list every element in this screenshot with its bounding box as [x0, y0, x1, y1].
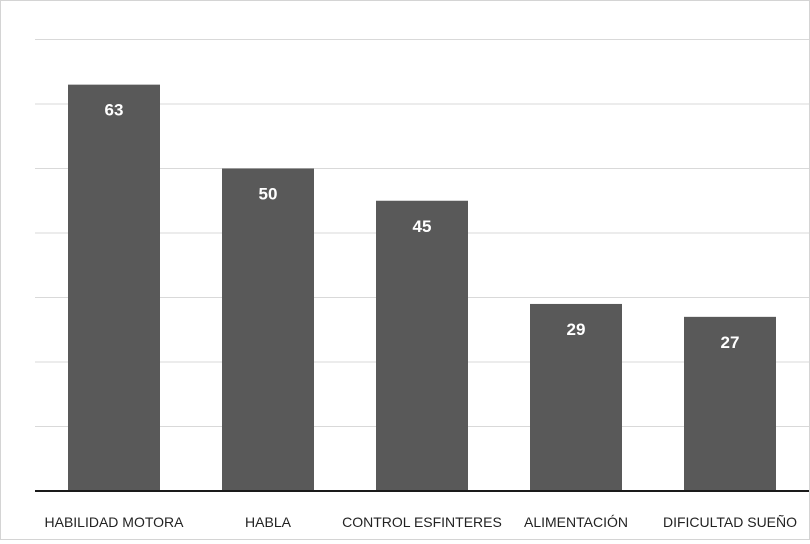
bar-value-label: 63	[105, 101, 124, 120]
category-label: HABILIDAD MOTORA	[45, 514, 185, 530]
category-label: HABLA	[245, 514, 292, 530]
bar	[684, 316, 776, 491]
bars-group	[68, 84, 776, 492]
category-labels-group: HABILIDAD MOTORA HABLA CONTROL ESFINTERES A…	[45, 514, 798, 530]
bar	[222, 168, 314, 491]
category-label: DIFICULTAD SUEÑO	[663, 514, 797, 530]
category-label: ALIMENTACIÓN	[524, 514, 628, 530]
category-label: CONTROL ESFINTERES	[342, 514, 502, 530]
bar-value-label: 29	[567, 320, 586, 339]
bar-value-label: 45	[413, 217, 432, 236]
bar	[376, 200, 468, 491]
value-labels-group: 63 50 45 29 27	[105, 101, 740, 352]
bar-value-label: 50	[259, 185, 278, 204]
bar	[530, 303, 622, 491]
bar-value-label: 27	[721, 333, 740, 352]
bar	[68, 84, 160, 492]
